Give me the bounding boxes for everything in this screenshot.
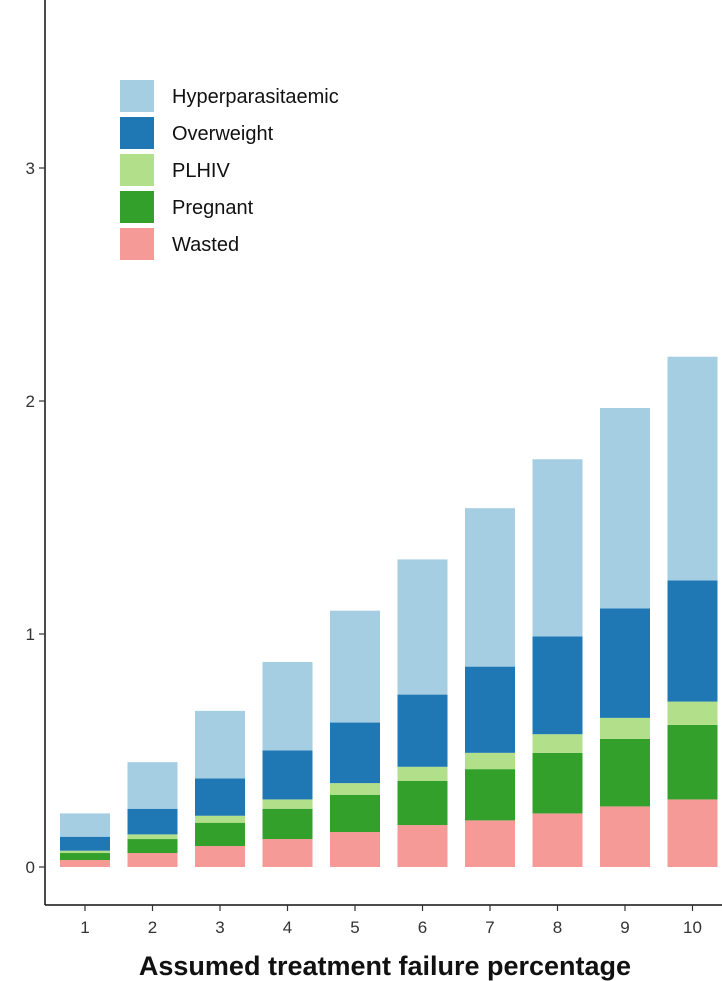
x-tick-label: 6 xyxy=(418,918,427,937)
legend-swatch-wasted xyxy=(120,228,154,260)
legend: Hyperparasitaemic Overweight PLHIV Pregnant… xyxy=(120,80,339,260)
y-tick-label: 2 xyxy=(26,392,35,411)
bar-segment-pregnant xyxy=(667,724,718,800)
bar-segment-hyperparasitaemic xyxy=(127,762,178,809)
legend-label: Wasted xyxy=(172,234,239,256)
bar-segment-hyperparasitaemic xyxy=(195,710,245,779)
bar-segment-hyperparasitaemic xyxy=(532,459,583,637)
x-tick-label: 2 xyxy=(148,918,157,937)
bar-segment-plhiv xyxy=(600,717,650,739)
x-tick-label: 1 xyxy=(80,918,89,937)
bar-segment-plhiv xyxy=(262,799,313,809)
x-tick-label: 9 xyxy=(620,918,629,937)
bar-segment-plhiv xyxy=(397,766,448,781)
bar-segment-pregnant xyxy=(600,738,650,807)
bar-segment-overweight xyxy=(262,750,313,800)
bars xyxy=(60,356,718,867)
y-tick-label: 0 xyxy=(26,858,35,877)
legend-swatch-hyperparasitaemic xyxy=(120,80,154,112)
bar-segment-overweight xyxy=(532,636,583,735)
bar-segment-overweight xyxy=(667,580,718,702)
x-axis-label: Assumed treatment failure percentage xyxy=(139,951,631,981)
bar-segment-overweight xyxy=(195,778,245,816)
legend-label: Overweight xyxy=(172,123,274,145)
bar-segment-wasted xyxy=(127,853,178,867)
legend-label: PLHIV xyxy=(172,160,230,182)
bar-segment-plhiv xyxy=(465,752,515,770)
bar-segment-wasted xyxy=(262,839,313,867)
bar-segment-hyperparasitaemic xyxy=(330,610,380,723)
bar-segment-pregnant xyxy=(330,794,380,833)
bar-segment-hyperparasitaemic xyxy=(397,559,448,695)
bar-segment-overweight xyxy=(397,694,448,767)
bar-segment-overweight xyxy=(330,722,380,784)
bar-segment-wasted xyxy=(600,806,650,867)
y-tick-label: 3 xyxy=(26,159,35,178)
x-tick-label: 3 xyxy=(215,918,224,937)
bar-segment-plhiv xyxy=(195,815,245,823)
bar-segment-wasted xyxy=(60,860,110,867)
x-tick-label: 5 xyxy=(350,918,359,937)
bar-segment-plhiv xyxy=(127,834,178,840)
bar-segment-wasted xyxy=(667,799,718,867)
bar-segment-pregnant xyxy=(60,853,110,861)
bar-segment-hyperparasitaemic xyxy=(262,661,313,751)
x-tick-label: 7 xyxy=(485,918,494,937)
bar-segment-wasted xyxy=(397,825,448,867)
bar-segment-wasted xyxy=(532,813,583,867)
legend-label: Pregnant xyxy=(172,197,254,219)
bar-segment-pregnant xyxy=(127,839,178,854)
bar-segment-hyperparasitaemic xyxy=(465,508,515,667)
bar-segment-pregnant xyxy=(465,769,515,821)
bar-segment-wasted xyxy=(465,820,515,867)
bar-segment-pregnant xyxy=(195,822,245,847)
bar-segment-wasted xyxy=(330,832,380,867)
bar-segment-plhiv xyxy=(532,734,583,753)
x-tick-label: 10 xyxy=(683,918,702,937)
x-tick-label: 4 xyxy=(283,918,292,937)
bar-segment-hyperparasitaemic xyxy=(667,356,718,581)
legend-swatch-overweight xyxy=(120,117,154,149)
legend-swatch-plhiv xyxy=(120,154,154,186)
bar-segment-hyperparasitaemic xyxy=(600,407,650,609)
axes: 0 1 2 3 1 2 3 4 5 6 7 8 9 10 xyxy=(26,0,722,937)
bar-segment-pregnant xyxy=(532,752,583,814)
bar-segment-overweight xyxy=(600,608,650,718)
legend-swatch-pregnant xyxy=(120,191,154,223)
bar-segment-overweight xyxy=(465,666,515,753)
bar-segment-pregnant xyxy=(262,808,313,840)
bar-segment-plhiv xyxy=(667,701,718,725)
bar-segment-plhiv xyxy=(60,850,110,854)
y-tick-label: 1 xyxy=(26,625,35,644)
x-tick-label: 8 xyxy=(553,918,562,937)
bar-segment-plhiv xyxy=(330,783,380,795)
bar-segment-overweight xyxy=(60,836,110,851)
bar-segment-overweight xyxy=(127,808,178,835)
legend-label: Hyperparasitaemic xyxy=(172,86,339,108)
bar-segment-pregnant xyxy=(397,780,448,826)
bar-segment-wasted xyxy=(195,846,245,867)
bar-segment-hyperparasitaemic xyxy=(60,813,110,837)
